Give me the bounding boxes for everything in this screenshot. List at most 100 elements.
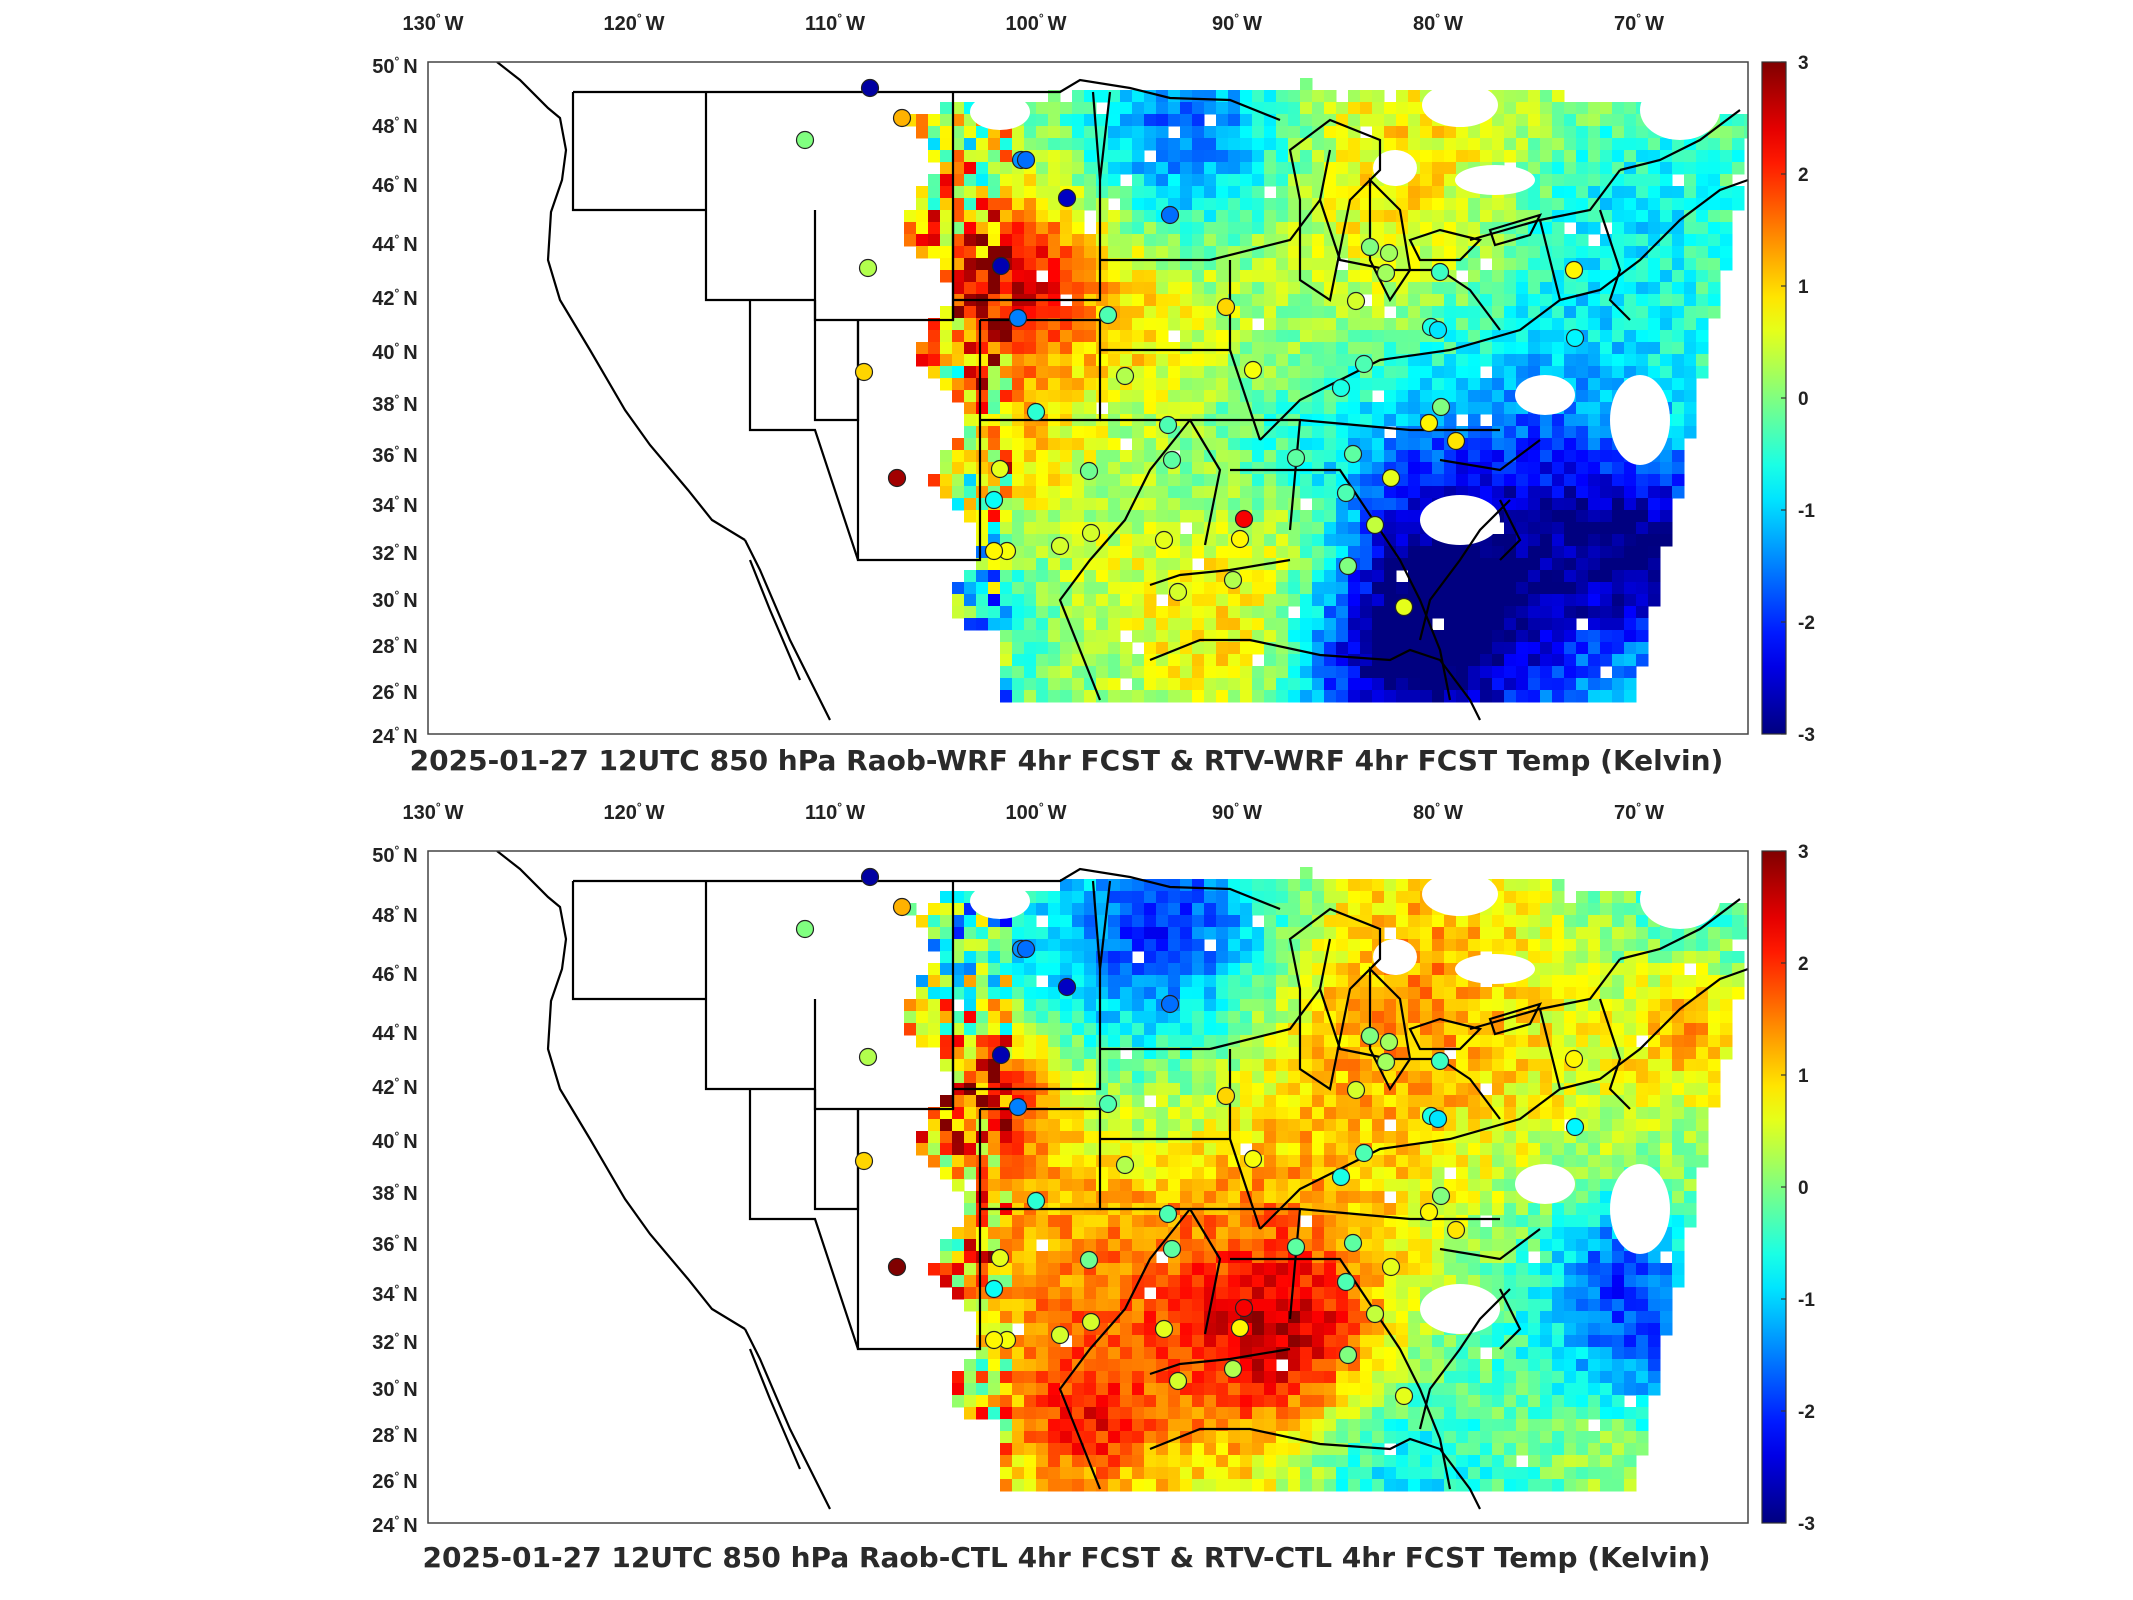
raob-station-marker [1050,1325,1070,1345]
raob-station-marker [1331,1167,1351,1187]
lat-tick-label: 42° N [372,286,418,310]
raob-station-marker [1431,397,1451,417]
raob-station-marker [1394,597,1414,617]
raob-station-marker [1243,1149,1263,1169]
raob-stations [795,867,1585,1406]
colorbar-tick-label: 2 [1798,165,1809,186]
raob-station-marker [984,541,1004,561]
map-frame [427,61,1749,735]
raob-station-marker [892,108,912,128]
raob-station-marker [1016,150,1036,170]
lat-tick-label: 40° N [372,340,418,364]
raob-station-marker [1431,1186,1451,1206]
colorbar-tick-label: -1 [1798,501,1815,522]
lat-tick-label: 36° N [372,443,418,467]
raob-station-marker [1234,509,1254,529]
raob-station-marker [1098,1094,1118,1114]
raob-station-marker [1564,1049,1584,1069]
lat-tick-label: 34° N [372,1282,418,1306]
raob-station-marker [795,919,815,939]
lat-tick-label: 28° N [372,634,418,658]
raob-station-marker [1394,1386,1414,1406]
top-map-figure: 130° W 120° W 110° W 100° W 90° W 80° W 70° W 50° N 48° N… [372,11,1815,748]
lat-tick-label: 30° N [372,588,418,612]
bottom-map-title: 2025-01-27 12UTC 850 hPa Raob-CTL 4hr FC… [422,1541,1711,1574]
raob-station-marker [1428,320,1448,340]
raob-station-marker [1016,939,1036,959]
raob-station-marker [892,897,912,917]
lat-tick-label: 32° N [372,1330,418,1354]
raob-station-marker [1026,402,1046,422]
temperature-difference-field [904,867,1748,1492]
raob-station-marker [860,867,880,887]
raob-station-marker [1160,205,1180,225]
raob-station-marker [1346,291,1366,311]
raob-station-marker [1050,536,1070,556]
raob-station-marker [984,1279,1004,1299]
raob-station-marker [990,459,1010,479]
raob-station-marker [1343,444,1363,464]
raob-station-marker [1446,431,1466,451]
lon-tick-label: 90° W [1212,11,1262,35]
raob-station-marker [991,1045,1011,1065]
lat-tick-label: 46° N [372,173,418,197]
raob-station-marker [1446,1220,1466,1240]
lon-tick-label: 130° W [402,800,463,824]
lon-tick-label: 80° W [1413,11,1463,35]
lat-tick-label: 44° N [372,232,418,256]
lon-tick-label: 70° W [1614,11,1664,35]
lat-tick-label: 28° N [372,1423,418,1447]
raob-station-marker [1379,243,1399,263]
raob-station-marker [1168,582,1188,602]
raob-station-marker [1336,483,1356,503]
raob-station-marker [1565,328,1585,348]
colorbar-tick-label: 3 [1798,53,1809,74]
lon-tick-label: 70° W [1614,800,1664,824]
raob-station-marker [1162,1239,1182,1259]
raob-station-marker [860,78,880,98]
raob-station-marker [1365,515,1385,535]
colorbar-tick-label: 2 [1798,954,1809,975]
raob-station-marker [1419,413,1439,433]
raob-station-marker [1379,1032,1399,1052]
lat-tick-label: 30° N [372,1377,418,1401]
raob-station-marker [1286,448,1306,468]
raob-station-marker [1230,529,1250,549]
lon-tick-label: 90° W [1212,800,1262,824]
raob-station-marker [1081,523,1101,543]
raob-station-marker [1365,1304,1385,1324]
raob-station-marker [1419,1202,1439,1222]
map-frame [427,850,1749,1524]
colorbar-tick-label: -3 [1798,1514,1815,1535]
lat-tick-label: 40° N [372,1129,418,1153]
raob-station-marker [1158,1204,1178,1224]
raob-stations [795,78,1585,617]
raob-station-marker [1115,366,1135,386]
colorbar-tick-label: -2 [1798,1402,1815,1423]
raob-station-marker [1338,1345,1358,1365]
temperature-difference-field [904,78,1748,703]
raob-station-marker [1564,260,1584,280]
raob-station-marker [1336,1272,1356,1292]
lat-tick-label: 34° N [372,493,418,517]
raob-station-marker [854,362,874,382]
raob-station-marker [1243,360,1263,380]
lon-tick-label: 100° W [1005,11,1066,35]
lon-tick-label: 110° W [805,11,865,35]
top-map-title: 2025-01-27 12UTC 850 hPa Raob-WRF 4hr FC… [409,744,1724,777]
lat-tick-label: 32° N [372,541,418,565]
raob-station-marker [1338,556,1358,576]
raob-station-marker [1346,1080,1366,1100]
raob-station-marker [1376,263,1396,283]
colorbar-tick-label: -3 [1798,725,1815,746]
colorbar-tick-label: 3 [1798,842,1809,863]
raob-station-marker [858,1047,878,1067]
colorbar-tick-label: 0 [1798,389,1809,410]
raob-station-marker [1223,570,1243,590]
raob-station-marker [1057,977,1077,997]
raob-station-marker [1430,262,1450,282]
raob-station-marker [1360,1026,1380,1046]
lat-tick-label: 46° N [372,962,418,986]
bottom-map-panel: 130° W 120° W 110° W 100° W 90° W 80° W 70° W 50° N 48° N… [0,789,2133,1589]
raob-station-marker [1354,354,1374,374]
